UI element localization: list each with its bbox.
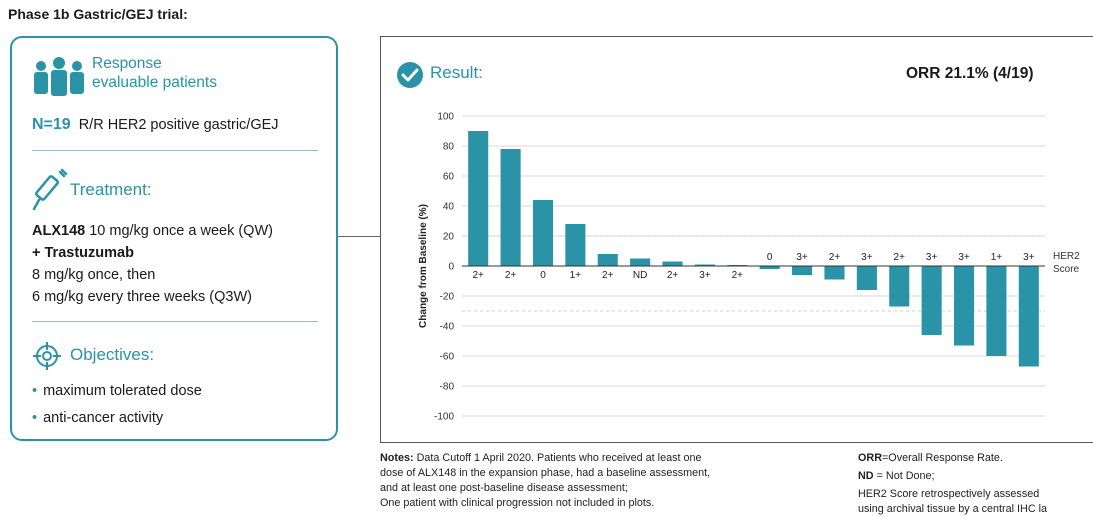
her2-score-label: 0 [540, 270, 546, 281]
bar [792, 266, 812, 275]
response-label: Response evaluable patients [92, 54, 217, 92]
orr-abbr: ORR [858, 452, 882, 464]
bar [662, 262, 682, 267]
drug-1-name: ALX148 [32, 223, 85, 239]
y-axis-label: Change from Baseline (%) [418, 204, 429, 328]
notes-label: Notes: [380, 452, 414, 464]
her2-note: HER2 Score retrospectively assessed [858, 487, 1093, 502]
treatment-title: Treatment: [70, 180, 152, 200]
her2-score-label: ND [633, 270, 647, 281]
y-tick-label: 80 [443, 142, 455, 153]
bar [468, 131, 488, 266]
bar [954, 266, 974, 346]
syringe-icon [32, 166, 68, 212]
bar [889, 266, 909, 307]
trial-info-card: Response evaluable patients N=19 R/R HER2… [10, 36, 338, 441]
objective-item: anti-cancer activity [32, 405, 202, 432]
her2-score-label: 3+ [926, 252, 938, 263]
check-circle-icon [396, 61, 424, 89]
her2-axis-label: Score [1053, 264, 1080, 275]
bar [824, 266, 844, 280]
y-tick-label: -60 [440, 352, 455, 363]
response-line-2: evaluable patients [92, 73, 217, 92]
page-title: Phase 1b Gastric/GEJ trial: [8, 6, 188, 22]
bar [533, 200, 553, 266]
bar [565, 224, 585, 266]
patient-count: N=19 [32, 116, 71, 133]
orr-def: =Overall Response Rate. [882, 452, 1003, 464]
divider [32, 321, 318, 322]
connector-line [338, 236, 380, 237]
her2-score-label: 3+ [958, 252, 970, 263]
patient-population: R/R HER2 positive gastric/GEJ [79, 117, 279, 133]
nd-abbr: ND [858, 470, 874, 482]
response-line-1: Response [92, 54, 217, 73]
notes-line: Data Cutoff 1 April 2020. Patients who r… [414, 452, 702, 464]
notes: Notes: Data Cutoff 1 April 2020. Patient… [380, 451, 820, 511]
drug-2-name: + Trastuzumab [32, 245, 134, 261]
bar [1019, 266, 1039, 367]
her2-note: using archival tissue by a central IHC l… [858, 502, 1093, 517]
treatment-details: ALX148 10 mg/kg once a week (QW) + Trast… [32, 220, 273, 308]
her2-score-label: 3+ [861, 252, 873, 263]
notes-line: One patient with clinical progression no… [380, 496, 820, 511]
her2-score-label: 0 [767, 252, 773, 263]
notes-line: and at least one post-baseline disease a… [380, 481, 820, 496]
result-label: Result: [430, 63, 483, 83]
her2-score-label: 2+ [894, 252, 906, 263]
orr-label: ORR 21.1% (4/19) [906, 65, 1034, 83]
her2-score-label: 3+ [1023, 252, 1035, 263]
her2-score-label: 2+ [472, 270, 484, 281]
y-tick-label: -80 [440, 382, 455, 393]
her2-score-label: 2+ [732, 270, 744, 281]
her2-score-label: 2+ [505, 270, 517, 281]
her2-score-label: 1+ [991, 252, 1003, 263]
bar [501, 149, 521, 266]
people-icon [32, 56, 86, 98]
her2-score-label: 2+ [602, 270, 614, 281]
bar [857, 266, 877, 290]
bar [630, 259, 650, 267]
her2-score-label: 1+ [570, 270, 582, 281]
bar [598, 254, 618, 266]
y-tick-label: -40 [440, 322, 455, 333]
y-tick-label: 20 [443, 232, 455, 243]
y-tick-label: 60 [443, 172, 455, 183]
patient-count-line: N=19 R/R HER2 positive gastric/GEJ [32, 116, 279, 134]
notes-line: dose of ALX148 in the expansion phase, h… [380, 466, 820, 481]
bar [986, 266, 1006, 356]
y-tick-label: -100 [434, 412, 454, 423]
y-tick-label: -20 [440, 292, 455, 303]
waterfall-chart: 100 80 60 40 20 0 -20 -40 -60 -80 -100 Change from … [380, 100, 1093, 435]
target-icon [32, 341, 62, 371]
objectives-list: maximum tolerated dose anti-cancer activ… [32, 378, 202, 432]
drug-2-dose-1: 8 mg/kg once, then [32, 264, 273, 286]
her2-axis-label: HER2 [1053, 251, 1080, 262]
divider [32, 150, 318, 151]
her2-score-label: 3+ [699, 270, 711, 281]
drug-2-dose-2: 6 mg/kg every three weeks (Q3W) [32, 286, 273, 308]
y-tick-label: 40 [443, 202, 455, 213]
objective-item: maximum tolerated dose [32, 378, 202, 405]
her2-score-label: 2+ [667, 270, 679, 281]
bar [922, 266, 942, 335]
y-tick-label: 0 [448, 262, 454, 273]
objectives-title: Objectives: [70, 345, 154, 365]
nd-def: = Not Done; [874, 470, 935, 482]
abbreviations: ORR=Overall Response Rate. ND = Not Done… [858, 451, 1093, 517]
her2-score-label: 2+ [829, 252, 841, 263]
drug-1-dose: 10 mg/kg once a week (QW) [85, 223, 273, 239]
y-tick-label: 100 [437, 112, 454, 123]
her2-score-label: 3+ [796, 252, 808, 263]
